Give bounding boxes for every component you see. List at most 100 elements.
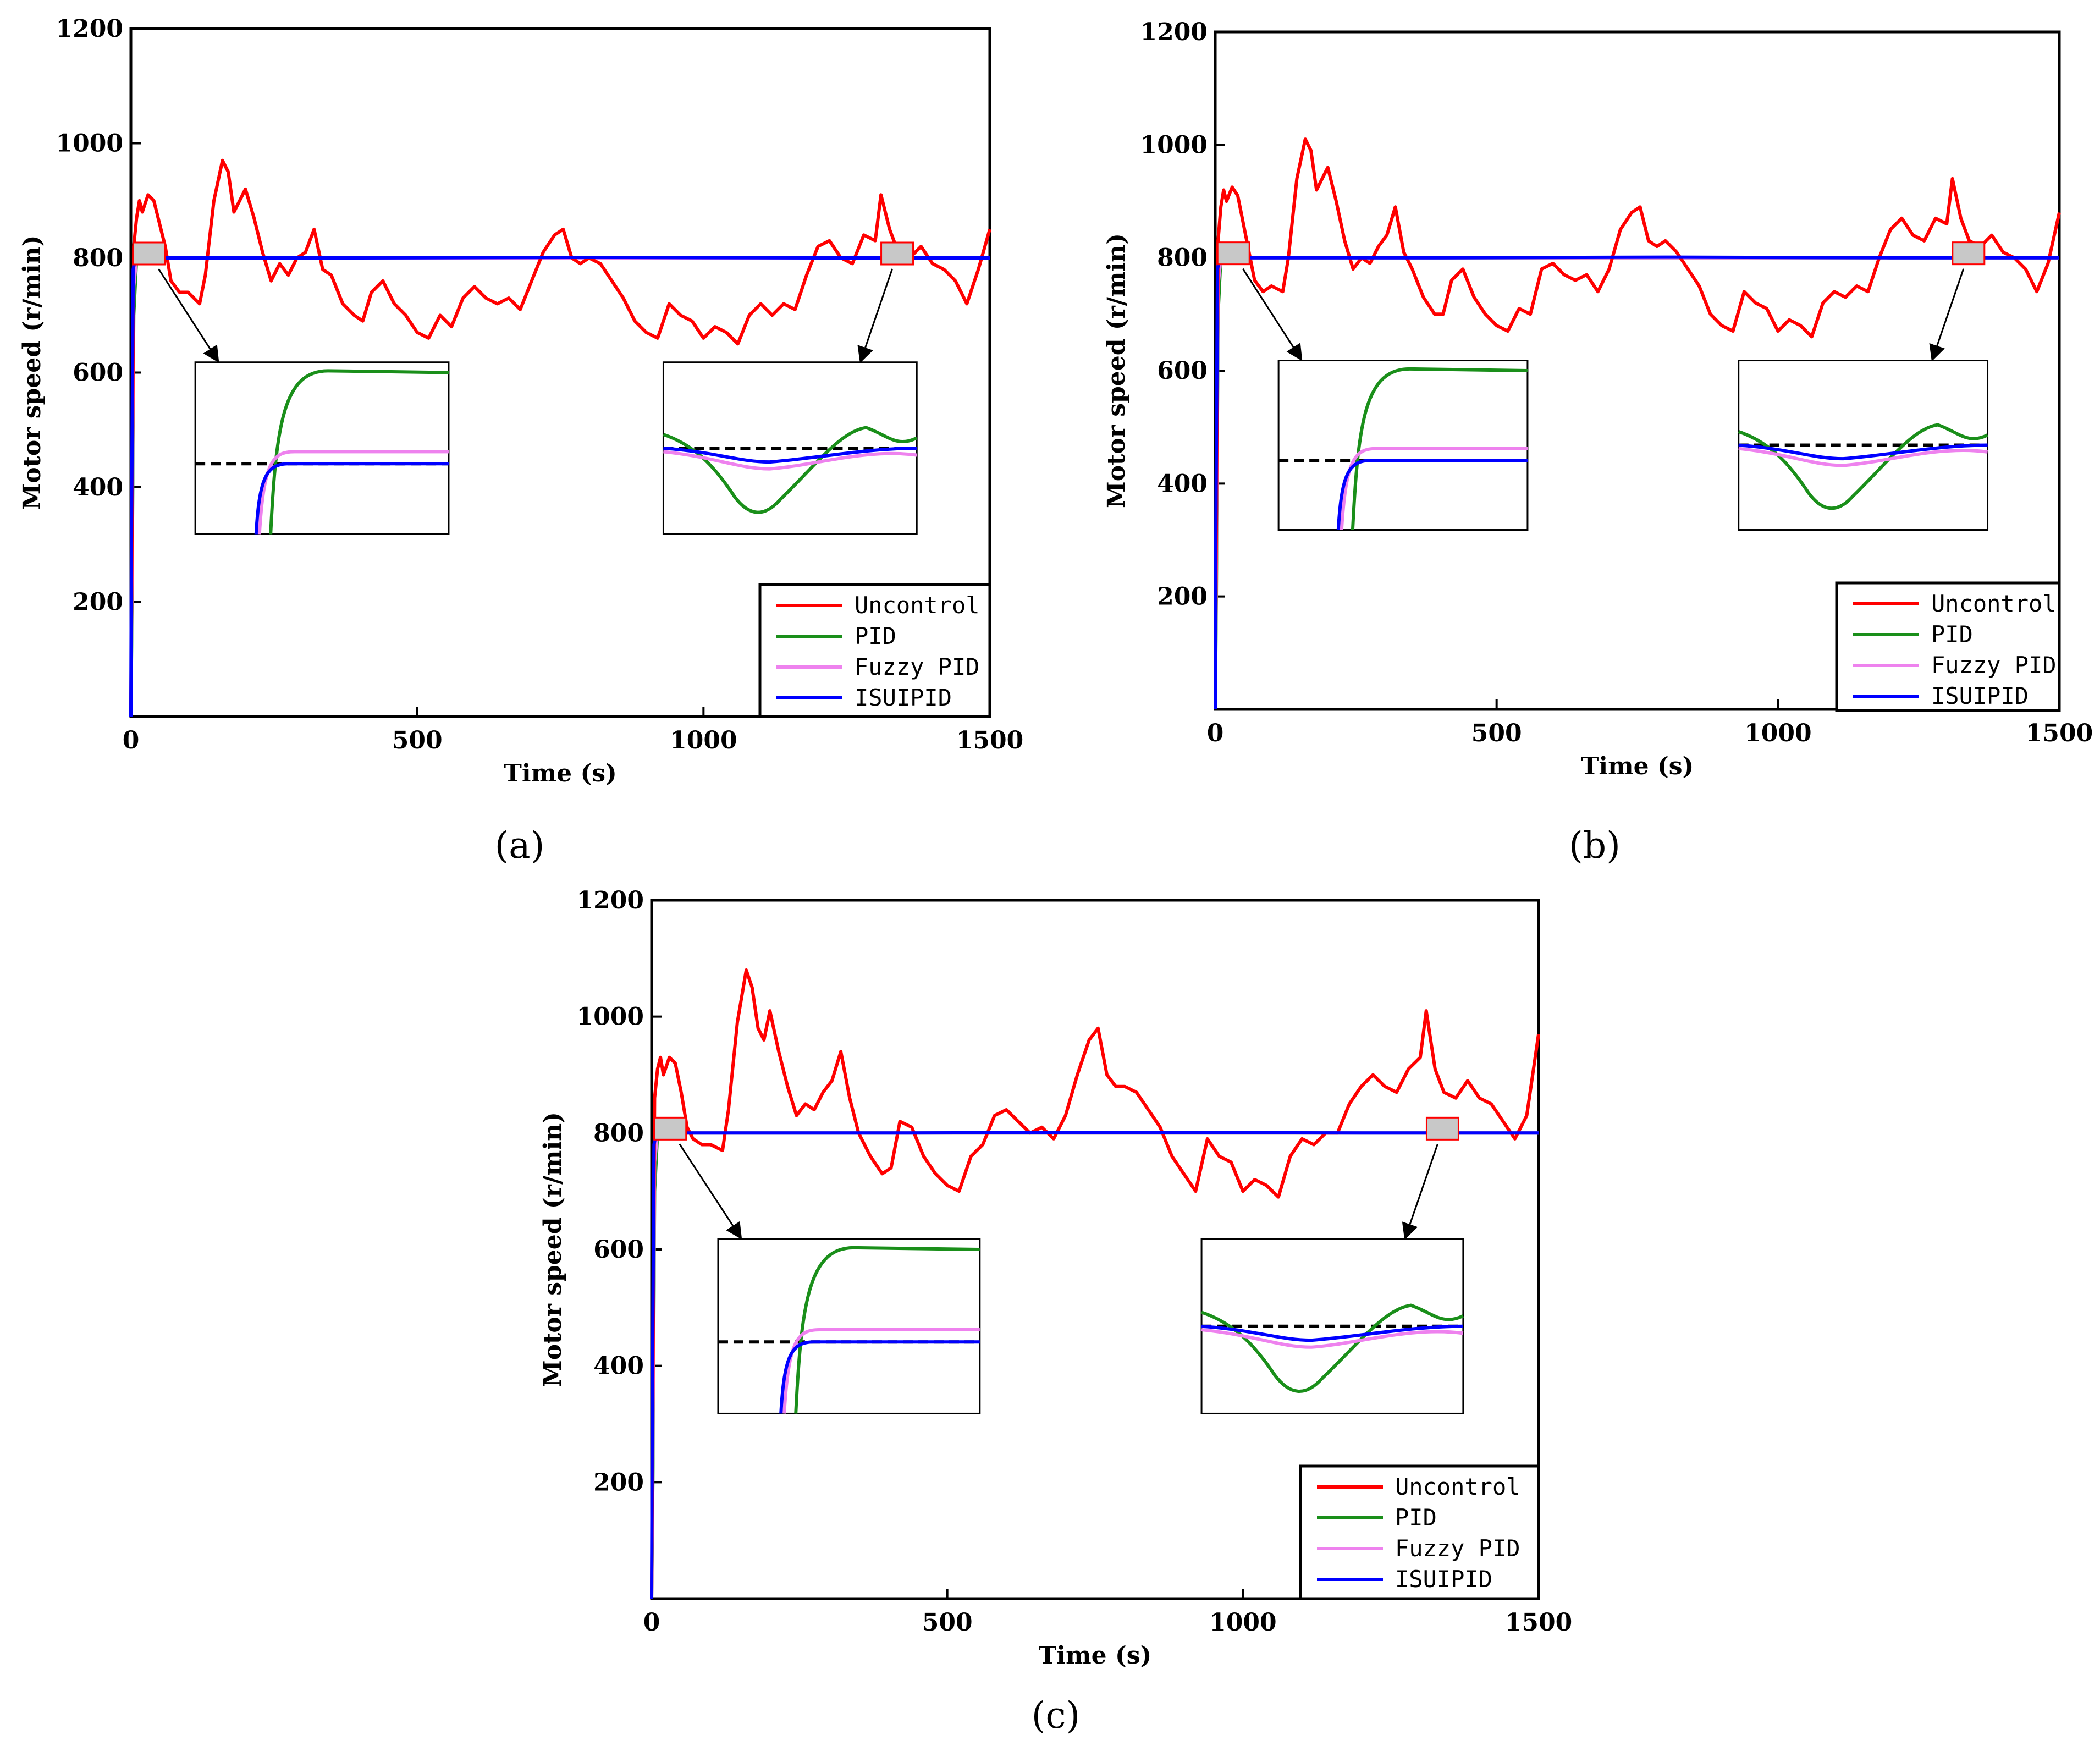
inset-fuzzy-curve [1340,447,1528,530]
x-tick-label: 1500 [2026,719,2093,747]
legend-label: PID [1395,1504,1437,1531]
y-tick-label: 1000 [56,130,123,158]
zoom-marker-start [132,241,166,266]
y-tick-label: 600 [73,359,123,387]
zoom-arrow [1929,268,1965,362]
y-tick-label: 800 [593,1119,644,1147]
zoom-marker-end [880,241,914,266]
y-tick-label: 800 [73,244,123,272]
y-tick-label: 1000 [577,1003,644,1031]
series-line-uncontrol [129,158,991,717]
inset-disturbance-zoom [1200,1238,1464,1414]
y-tick-label: 800 [1157,244,1208,272]
y-tick-label: 1200 [1140,18,1208,46]
y-tick-label: 400 [73,473,123,502]
inset-pid-curve [794,1246,980,1414]
inset-pid-curve [1738,423,1988,510]
y-tick-label: 400 [593,1352,644,1380]
inset-isuipid-curve [663,447,917,464]
x-tick-label: 1500 [956,726,1023,754]
chart-panel-b: 200 400 600 800 1000 1200 0 500 1000 1500 Time (s)… [1103,18,2093,867]
series-line-uncontrol [650,968,1540,1599]
y-axis-title: Motor speed (r/min) [1103,233,1131,508]
inset-pid-curve [1351,367,1528,530]
inset-fuzzy-curve [1201,1328,1464,1349]
zoom-marker-end [1425,1116,1459,1141]
series-line-isuipid [129,256,990,717]
x-tick-label: 500 [922,1609,973,1637]
x-tick-label: 500 [392,726,443,754]
legend-label: ISUIPID [1931,682,2029,709]
legend-label: PID [1931,621,1973,648]
y-tick-label: 200 [593,1468,644,1496]
chart-panel-c: 200 400 600 800 1000 1200 0 500 1000 1500 Time (s)… [539,886,1572,1737]
x-tick-label: 500 [1471,719,1522,747]
legend-label: Fuzzy PID [1395,1535,1520,1562]
legend: Uncontrol PID Fuzzy PID ISUIPID [758,583,991,718]
legend-label: Uncontrol [1395,1473,1520,1500]
inset-isuipid-curve [1738,443,1988,461]
zoom-arrow [1242,268,1303,361]
legend-label: Fuzzy PID [1931,652,2057,679]
inset-isuipid-curve [1336,459,1528,530]
legend: Uncontrol PID Fuzzy PID ISUIPID [1835,581,2061,712]
x-tick-label: 0 [123,726,140,754]
inset-startup-zoom [717,1238,981,1414]
inset-isuipid-curve [1201,1324,1463,1342]
panel-label: (c) [1032,1694,1080,1737]
inset-fuzzy-curve [257,450,449,535]
y-tick-label: 400 [1157,470,1208,498]
inset-isuipid-curve [254,462,449,535]
x-tick-label: 1000 [670,726,737,754]
y-axis-title: Motor speed (r/min) [539,1112,567,1387]
x-tick-label: 1000 [1209,1609,1276,1637]
zoom-arrow [158,268,219,363]
inset-disturbance-zoom [662,361,918,535]
inset-pid-curve [269,369,449,535]
inset-isuipid-curve [779,1340,980,1414]
legend-label: PID [855,623,896,649]
inset-startup-zoom [1277,360,1529,531]
zoom-marker-start [1216,241,1250,266]
legend-label: Uncontrol [1931,590,2057,617]
x-axis-title: Time (s) [1581,752,1694,780]
zoom-arrow [679,1143,742,1240]
x-tick-label: 1500 [1505,1609,1572,1637]
y-tick-label: 200 [1157,583,1208,611]
x-axis-title: Time (s) [1039,1642,1152,1670]
y-tick-label: 200 [73,588,123,616]
inset-fuzzy-curve [663,450,917,471]
panel-label: (b) [1569,824,1621,867]
series-line-isuipid [650,1131,1539,1599]
y-tick-label: 1000 [1140,131,1208,159]
series-line-uncontrol [1214,137,2061,710]
legend-label: ISUIPID [1395,1566,1492,1593]
series-line-isuipid [1214,255,2059,710]
zoom-marker-start [653,1116,687,1141]
legend-label: ISUIPID [855,684,952,711]
inset-pid-curve [1201,1303,1464,1393]
inset-pid-curve [663,426,918,514]
x-tick-label: 0 [1207,719,1224,747]
x-tick-label: 1000 [1744,719,1811,747]
y-tick-label: 1200 [56,15,123,43]
zoom-marker-end [1952,241,1986,266]
y-axis-title: Motor speed (r/min) [18,235,46,510]
zoom-arrow [857,268,893,363]
chart-panel-a: 200 400 600 800 1000 1200 0 500 1000 1500 Time (s)… [18,15,1023,867]
inset-disturbance-zoom [1738,360,1989,531]
panel-label: (a) [495,824,545,867]
x-axis-title: Time (s) [504,759,617,787]
y-tick-label: 600 [593,1236,644,1264]
inset-startup-zoom [194,361,450,535]
x-tick-label: 0 [643,1609,660,1637]
inset-fuzzy-curve [1738,447,1988,467]
y-tick-label: 600 [1157,357,1208,385]
legend: Uncontrol PID Fuzzy PID ISUIPID [1299,1464,1540,1600]
legend-label: Fuzzy PID [855,653,980,680]
inset-fuzzy-curve [782,1328,980,1414]
legend-label: Uncontrol [855,592,980,619]
y-tick-label: 1200 [577,886,644,915]
zoom-arrow [1402,1143,1438,1240]
